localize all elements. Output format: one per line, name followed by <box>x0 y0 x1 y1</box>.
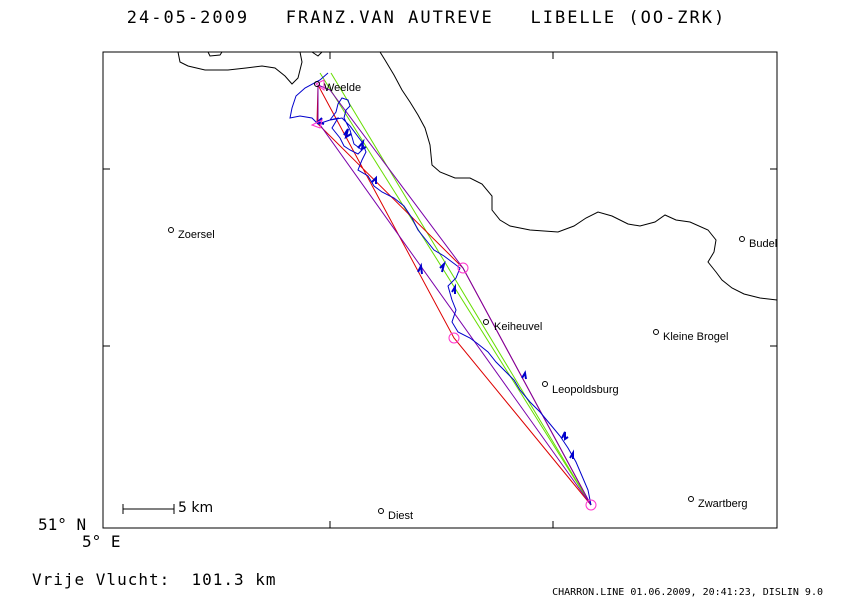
town-markers <box>168 81 745 514</box>
turnpoint-2 <box>448 332 460 344</box>
footer-credit: CHARRON.LINE 01.06.2009, 20:41:23, DISLI… <box>552 587 823 598</box>
longitude-label: 5° E <box>82 532 121 551</box>
declared-triangle <box>317 84 592 506</box>
national-border <box>177 51 778 301</box>
town-label-budel: Budel <box>749 238 777 250</box>
town-label-weelde: Weelde <box>324 82 361 94</box>
turnpoint-1 <box>457 262 469 274</box>
turnpoint-start <box>585 499 597 511</box>
scale-bar <box>122 504 175 514</box>
town-dot-diest <box>378 508 384 514</box>
town-dot-zwartberg <box>688 496 694 502</box>
axis-ticks <box>103 52 777 528</box>
turnpoint-marker-west <box>310 119 323 129</box>
scale-bar-label: 5 km <box>178 500 214 516</box>
town-dot-kleine-brogel <box>653 329 659 335</box>
town-dot-keiheuvel <box>483 319 489 325</box>
town-dot-leopoldsburg <box>542 381 548 387</box>
town-dot-weelde <box>314 81 320 87</box>
town-label-kleine-brogel: Kleine Brogel <box>663 331 728 343</box>
town-label-diest: Diest <box>388 510 413 522</box>
free-flight-distance: Vrije Vlucht: 101.3 km <box>32 570 277 589</box>
town-label-zoersel: Zoersel <box>178 229 215 241</box>
flight-track <box>289 72 592 506</box>
town-dot-budel <box>739 236 745 242</box>
turnpoint-marker-north <box>315 79 325 91</box>
map-title: 24-05-2009 FRANZ.VAN AUTREVE LIBELLE (OO… <box>126 8 727 28</box>
turnpoints <box>310 79 597 511</box>
town-label-leopoldsburg: Leopoldsburg <box>552 384 619 396</box>
track-thermals <box>316 117 574 459</box>
town-dot-zoersel <box>168 227 174 233</box>
town-label-keiheuvel: Keiheuvel <box>494 321 542 333</box>
latitude-label: 51° N <box>38 515 87 534</box>
map-frame <box>102 51 778 529</box>
town-label-zwartberg: Zwartberg <box>698 498 748 510</box>
